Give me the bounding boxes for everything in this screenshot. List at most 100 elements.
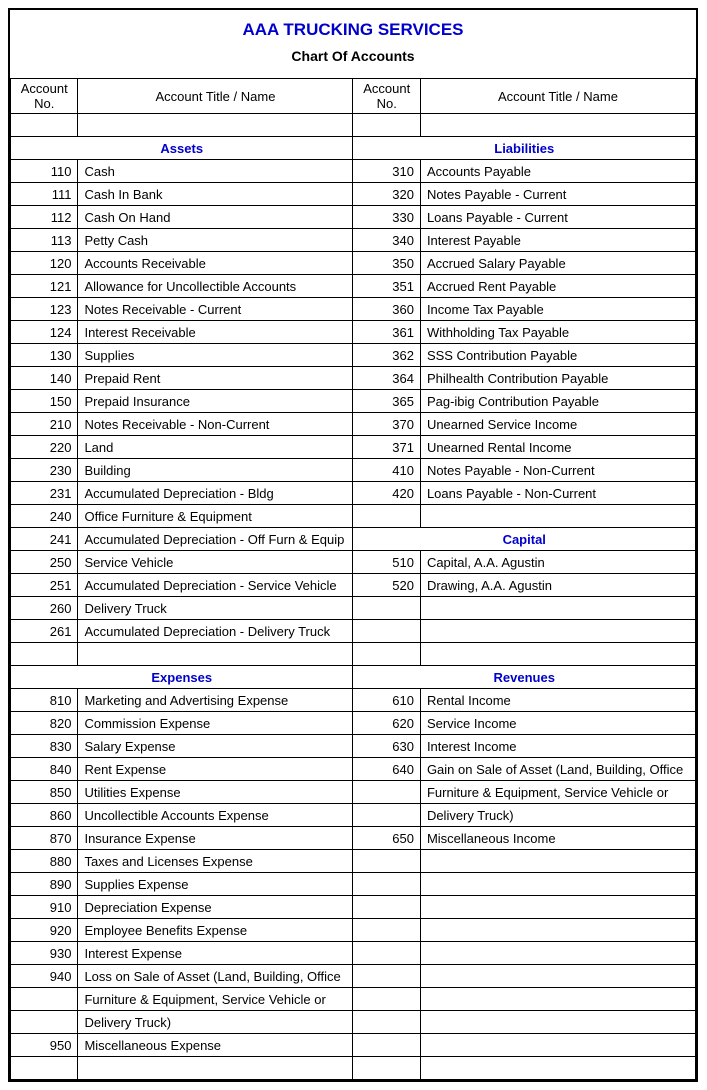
account-no-cell: 124 [11,321,78,344]
account-no-cell: 870 [11,827,78,850]
empty-cell [353,643,420,666]
account-no-cell: 890 [11,873,78,896]
account-no-cell: 110 [11,160,78,183]
account-no-cell: 320 [353,183,420,206]
empty-cell [353,965,420,988]
account-no-cell: 220 [11,436,78,459]
account-name-cell: Notes Receivable - Non-Current [78,413,353,436]
table-row: 230Building410Notes Payable - Non-Curren… [11,459,696,482]
account-no-cell: 640 [353,758,420,781]
table-row: 860Uncollectible Accounts ExpenseDeliver… [11,804,696,827]
account-no-cell: 330 [353,206,420,229]
account-name-cell: Marketing and Advertising Expense [78,689,353,712]
account-no-cell: 950 [11,1034,78,1057]
account-name-cell: Loss on Sale of Asset (Land, Building, O… [78,965,353,988]
account-no-cell: 241 [11,528,78,551]
account-no-cell: 860 [11,804,78,827]
table-row: 140Prepaid Rent364Philhealth Contributio… [11,367,696,390]
account-no-cell: 361 [353,321,420,344]
account-name-cell: Furniture & Equipment, Service Vehicle o… [420,781,695,804]
account-no-cell: 260 [11,597,78,620]
table-row: 110Cash310Accounts Payable [11,160,696,183]
empty-cell [420,896,695,919]
account-name-cell: Accrued Rent Payable [420,275,695,298]
table-row: 220Land371Unearned Rental Income [11,436,696,459]
account-no-cell: 930 [11,942,78,965]
account-name-cell: Cash On Hand [78,206,353,229]
account-no-cell: 123 [11,298,78,321]
account-name-cell: Cash In Bank [78,183,353,206]
empty-cell [420,620,695,643]
account-no-cell: 210 [11,413,78,436]
account-name-cell: Utilities Expense [78,781,353,804]
empty-cell [11,1057,78,1080]
section-expenses: Expenses [11,666,353,689]
empty-cell [353,620,420,643]
empty-cell [420,643,695,666]
table-row: 830Salary Expense630Interest Income [11,735,696,758]
empty-cell [420,1034,695,1057]
account-name-cell: Interest Expense [78,942,353,965]
account-name-cell: Salary Expense [78,735,353,758]
empty-cell [420,1011,695,1034]
account-no-cell: 365 [353,390,420,413]
account-name-cell: Notes Receivable - Current [78,298,353,321]
account-name-cell: Philhealth Contribution Payable [420,367,695,390]
account-no-cell: 261 [11,620,78,643]
table-row [11,1057,696,1080]
account-no-cell: 251 [11,574,78,597]
account-no-cell: 630 [353,735,420,758]
table-row: 251Accumulated Depreciation - Service Ve… [11,574,696,597]
account-no-cell: 310 [353,160,420,183]
table-row: 840Rent Expense640Gain on Sale of Asset … [11,758,696,781]
table-row: 240Office Furniture & Equipment [11,505,696,528]
account-no-cell: 150 [11,390,78,413]
table-row: 940Loss on Sale of Asset (Land, Building… [11,965,696,988]
account-no-cell [353,804,420,827]
account-no-cell: 650 [353,827,420,850]
empty-cell [420,597,695,620]
account-name-cell: Withholding Tax Payable [420,321,695,344]
table-row: Furniture & Equipment, Service Vehicle o… [11,988,696,1011]
empty-cell [353,597,420,620]
table-row: 113Petty Cash340Interest Payable [11,229,696,252]
account-name-cell: Service Income [420,712,695,735]
section-revenues: Revenues [353,666,696,689]
table-row: 920Employee Benefits Expense [11,919,696,942]
empty-cell [353,1057,420,1080]
account-no-cell: 340 [353,229,420,252]
account-name-cell: Delivery Truck [78,597,353,620]
account-name-cell: Loans Payable - Non-Current [420,482,695,505]
account-name-cell: Interest Income [420,735,695,758]
table-row: 910Depreciation Expense [11,896,696,919]
col-account-no-left: Account No. [11,79,78,114]
empty-cell [353,988,420,1011]
table-row: 950Miscellaneous Expense [11,1034,696,1057]
table-row: Delivery Truck) [11,1011,696,1034]
accounts-table: Account No. Account Title / Name Account… [10,78,696,1080]
account-no-cell: 840 [11,758,78,781]
table-row: 123Notes Receivable - Current360Income T… [11,298,696,321]
account-name-cell: Accumulated Depreciation - Bldg [78,482,353,505]
account-name-cell: Notes Payable - Current [420,183,695,206]
section-capital: Capital [353,528,696,551]
table-row: 930Interest Expense [11,942,696,965]
header-row: Account No. Account Title / Name Account… [11,79,696,114]
account-no-cell: 370 [353,413,420,436]
empty-cell [420,505,695,528]
empty-cell [420,850,695,873]
account-name-cell: Delivery Truck) [78,1011,353,1034]
account-name-cell: Insurance Expense [78,827,353,850]
account-no-cell: 350 [353,252,420,275]
account-name-cell: Unearned Rental Income [420,436,695,459]
account-name-cell: Accumulated Depreciation - Delivery Truc… [78,620,353,643]
empty-cell [420,965,695,988]
empty-cell [353,505,420,528]
account-no-cell: 111 [11,183,78,206]
account-no-cell: 120 [11,252,78,275]
account-name-cell: Accounts Receivable [78,252,353,275]
account-no-cell [353,781,420,804]
account-no-cell: 130 [11,344,78,367]
table-row: 210Notes Receivable - Non-Current370Unea… [11,413,696,436]
empty-cell [78,1057,353,1080]
